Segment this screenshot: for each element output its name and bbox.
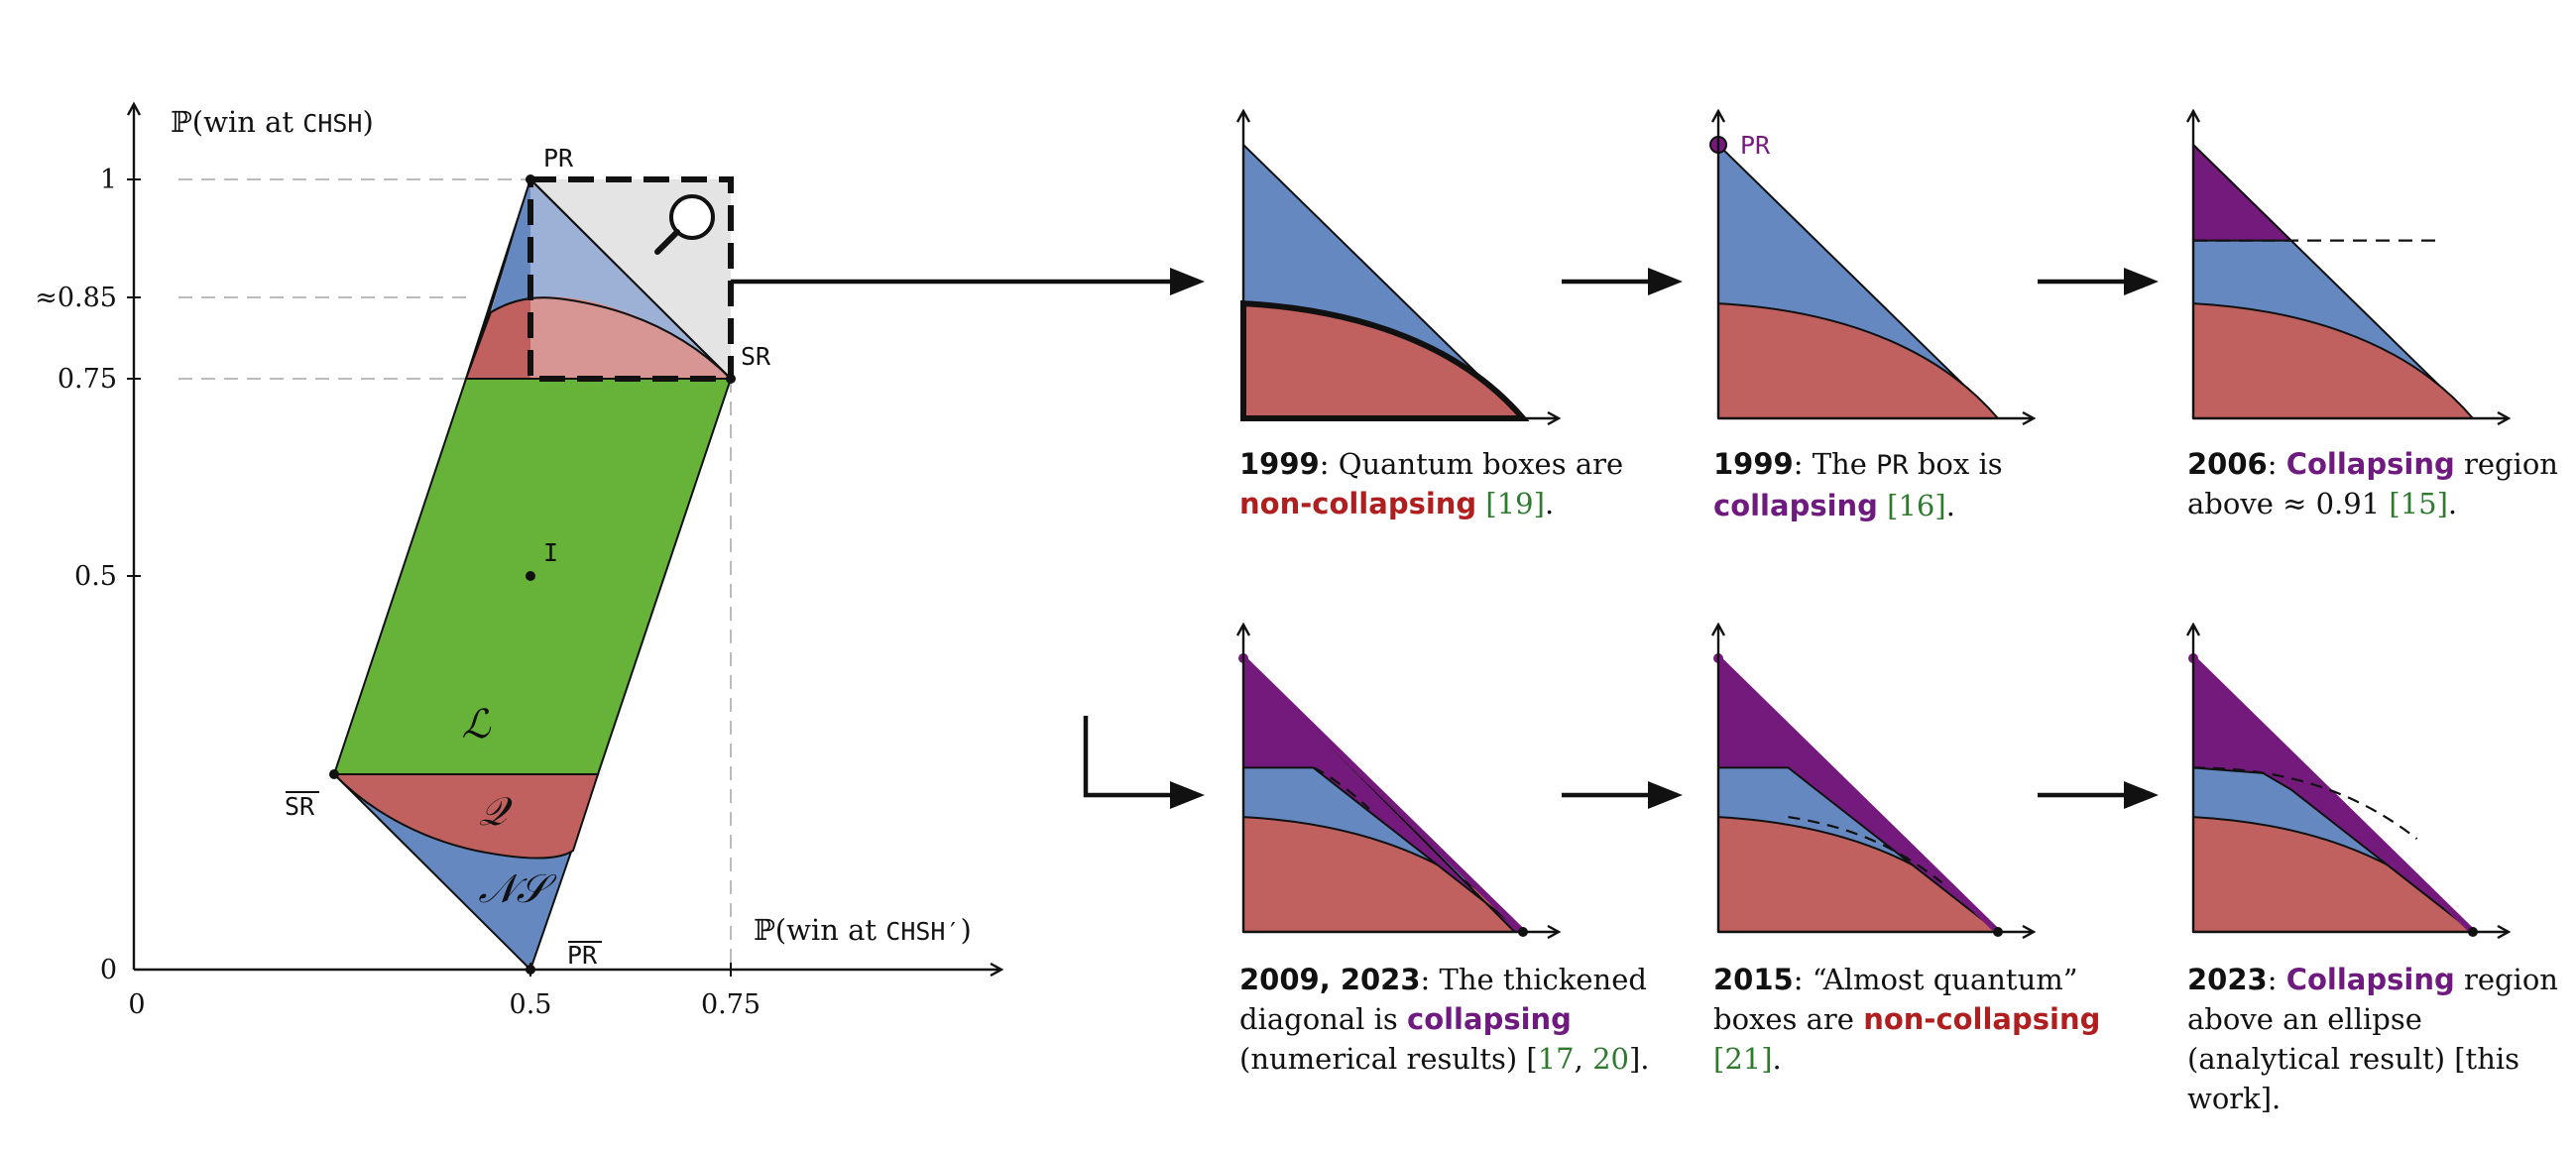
caption-segment: : The	[1793, 447, 1877, 481]
caption-segment: box is	[1908, 447, 2003, 481]
caption-segment: 20	[1592, 1042, 1629, 1076]
caption-segment: [19]	[1485, 487, 1545, 520]
panel-arrows	[1083, 268, 2159, 809]
pr-label: PR	[1740, 131, 1771, 160]
caption-segment: [16]	[1887, 489, 1946, 522]
label-sr: SR	[741, 342, 771, 371]
caption-segment: .	[1945, 489, 1955, 522]
caption-segment: region above an ellipse (analytical resu…	[2187, 963, 2558, 1115]
x-axis-label: ℙ(win at CHSH′)	[754, 913, 972, 947]
caption-segment: :	[2267, 963, 2286, 996]
caption-segment: .	[1544, 487, 1555, 520]
caption-panel-6: 2023: Collapsing region above an ellipse…	[2187, 960, 2564, 1118]
dashed-curve	[1313, 766, 1370, 810]
label-local: ℒ	[462, 702, 492, 748]
label-pr: PR	[543, 144, 574, 172]
magnifier-icon	[654, 194, 715, 255]
collapsing-diagonal	[1240, 655, 1526, 935]
caption-segment: Collapsing	[2285, 447, 2455, 481]
point-pr	[526, 174, 535, 184]
caption-segment: 1999	[1239, 447, 1320, 481]
caption-segment: 2023	[2187, 963, 2268, 996]
caption-segment: .	[1772, 1042, 1782, 1076]
y-tick-085: ≈0.85	[35, 283, 117, 313]
collapsing-diagonal	[2190, 655, 2476, 935]
y-tick-075: 0.75	[58, 364, 117, 395]
reference-lines	[178, 178, 732, 970]
zoom-box-outline	[527, 176, 734, 382]
caption-panel-5: 2015: “Almost quantum” boxes are non-col…	[1713, 960, 2130, 1079]
y-tick-0: 0	[100, 955, 117, 985]
caption-segment: : The thickened diagonal is	[1239, 963, 1647, 1036]
caption-segment: collapsing	[1713, 489, 1878, 522]
dashed-curve	[2192, 766, 2418, 841]
point-sr	[726, 374, 736, 384]
caption-segment: collapsing	[1407, 1002, 1572, 1036]
caption-panel-2: 1999: The PR box is collapsing [16].	[1713, 444, 2130, 525]
caption-segment: non-collapsing	[1863, 1002, 2101, 1036]
y-tick-05: 0.5	[74, 561, 117, 592]
panel-2: PR	[1709, 111, 2034, 419]
caption-segment: Collapsing	[2285, 963, 2455, 996]
x-tick-075: 0.75	[701, 989, 761, 1020]
caption-segment	[1878, 489, 1887, 522]
caption-segment: 2015	[1713, 963, 1794, 996]
caption-segment: 2006	[2187, 447, 2268, 481]
caption-segment: ,	[1574, 1042, 1593, 1076]
x-tick-0: 0	[128, 989, 145, 1020]
caption-segment: 2009, 2023	[1239, 963, 1421, 996]
panel-6	[2188, 625, 2509, 937]
quantum-lower	[331, 773, 600, 860]
dashed-curve	[1788, 815, 1943, 884]
panel-4	[1238, 625, 1559, 937]
panel-1	[1243, 111, 1559, 418]
point-pr-bar	[526, 965, 535, 975]
caption-segment: region above ≈ 0.91	[2187, 447, 2558, 520]
label-iso: I	[543, 538, 558, 567]
caption-segment: : Quantum boxes are	[1319, 447, 1624, 481]
quantum-region	[2192, 302, 2476, 419]
caption-segment: (numerical results) [	[1239, 1042, 1538, 1076]
collapsing-region	[2192, 142, 2294, 242]
caption-segment: [21]	[1713, 1042, 1773, 1076]
caption-segment: ].	[1628, 1042, 1650, 1076]
caption-panel-1: 1999: Quantum boxes are non-collapsing […	[1239, 444, 1656, 523]
caption-segment: PR	[1876, 450, 1909, 481]
caption-segment: 1999	[1713, 447, 1794, 481]
label-pr-bar: PR	[567, 941, 598, 970]
caption-segment: 17	[1537, 1042, 1575, 1076]
quantum-boundary-thick	[1240, 299, 1530, 421]
y-axis-label: ℙ(win at CHSH)	[171, 105, 374, 139]
quantum-region	[1717, 302, 2001, 419]
y-tick-1: 1	[100, 165, 117, 195]
caption-segment: [15]	[2389, 487, 2448, 520]
collapsing-diagonal	[1715, 655, 2001, 935]
point-sr-bar	[329, 769, 339, 779]
caption-panel-3: 2006: Collapsing region above ≈ 0.91 [15…	[2187, 444, 2564, 523]
panel-3	[2193, 111, 2509, 418]
caption-segment: .	[2447, 487, 2458, 520]
label-sr-bar: SR	[285, 792, 315, 821]
caption-segment: :	[2267, 447, 2286, 481]
x-tick-05: 0.5	[510, 989, 552, 1020]
label-nosignal: 𝒩𝒮	[478, 866, 556, 912]
main-plot: 1 ≈0.85 0.75 0.5 0 0 0.5 0.75 ℙ(win at C…	[35, 104, 1205, 1020]
caption-segment: : “Almost quantum” boxes are	[1713, 963, 2078, 1036]
caption-panel-4: 2009, 2023: The thickened diagonal is co…	[1239, 960, 1656, 1079]
caption-segment: non-collapsing	[1239, 487, 1477, 520]
timeline-panels: PR	[1238, 111, 2509, 937]
panel-5	[1713, 625, 2034, 937]
point-iso	[526, 571, 535, 581]
